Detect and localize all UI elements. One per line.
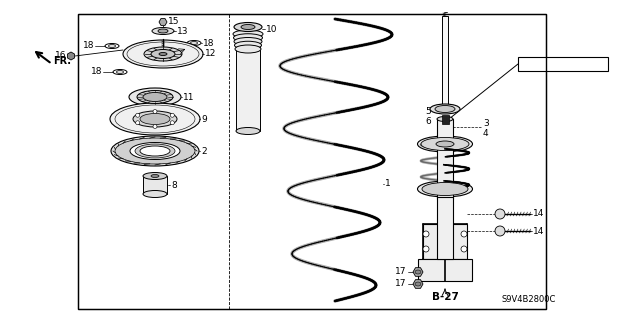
Ellipse shape xyxy=(159,53,167,56)
Ellipse shape xyxy=(137,91,173,103)
Ellipse shape xyxy=(234,38,262,46)
Ellipse shape xyxy=(236,128,260,135)
Text: 17: 17 xyxy=(394,268,406,277)
Ellipse shape xyxy=(105,43,119,48)
Ellipse shape xyxy=(123,40,203,68)
Circle shape xyxy=(495,209,505,219)
Ellipse shape xyxy=(135,144,175,158)
Ellipse shape xyxy=(109,44,115,48)
Circle shape xyxy=(423,246,429,252)
Ellipse shape xyxy=(422,182,468,196)
Text: 18: 18 xyxy=(203,39,214,48)
Text: 16: 16 xyxy=(54,51,66,61)
Circle shape xyxy=(170,121,174,125)
Ellipse shape xyxy=(235,45,261,53)
Text: 4: 4 xyxy=(483,129,488,137)
Text: 10: 10 xyxy=(266,25,278,33)
Bar xyxy=(78,14,546,309)
Ellipse shape xyxy=(437,116,453,122)
Ellipse shape xyxy=(143,190,167,197)
Ellipse shape xyxy=(233,30,263,38)
Ellipse shape xyxy=(234,34,262,42)
Ellipse shape xyxy=(234,23,262,32)
Text: B-27: B-27 xyxy=(431,292,458,302)
Text: 14: 14 xyxy=(533,210,545,219)
Circle shape xyxy=(423,231,429,237)
Text: 6: 6 xyxy=(425,116,431,125)
Ellipse shape xyxy=(151,49,175,58)
Ellipse shape xyxy=(129,88,181,106)
Ellipse shape xyxy=(113,70,127,75)
Text: 5: 5 xyxy=(425,108,431,116)
Text: 12: 12 xyxy=(205,49,216,58)
Text: 2: 2 xyxy=(201,146,207,155)
Bar xyxy=(442,16,448,109)
Ellipse shape xyxy=(140,114,170,124)
Text: S9V4B2800C: S9V4B2800C xyxy=(502,294,556,303)
Text: 11: 11 xyxy=(183,93,195,101)
Bar xyxy=(518,57,608,71)
Bar xyxy=(418,259,472,281)
Circle shape xyxy=(170,113,174,117)
Text: 17: 17 xyxy=(394,279,406,288)
Text: 3: 3 xyxy=(483,120,489,129)
Circle shape xyxy=(136,113,140,117)
Ellipse shape xyxy=(430,104,460,114)
Ellipse shape xyxy=(415,270,421,274)
Bar xyxy=(442,115,449,124)
Ellipse shape xyxy=(111,136,199,166)
Ellipse shape xyxy=(143,173,167,180)
Bar xyxy=(78,14,546,309)
Bar xyxy=(143,176,167,194)
Text: 13: 13 xyxy=(177,26,189,35)
Ellipse shape xyxy=(435,106,455,113)
Circle shape xyxy=(495,226,505,236)
Ellipse shape xyxy=(158,29,168,33)
Bar xyxy=(423,224,467,259)
Text: 14: 14 xyxy=(533,226,545,235)
Ellipse shape xyxy=(130,143,180,160)
Bar xyxy=(437,197,453,259)
Text: 1: 1 xyxy=(385,180,391,189)
Text: 18: 18 xyxy=(90,68,102,77)
Circle shape xyxy=(153,109,157,114)
Circle shape xyxy=(153,124,157,129)
Ellipse shape xyxy=(415,282,421,286)
Ellipse shape xyxy=(140,146,170,156)
Circle shape xyxy=(461,231,467,237)
Circle shape xyxy=(136,121,140,125)
Circle shape xyxy=(461,246,467,252)
Ellipse shape xyxy=(110,103,200,135)
Ellipse shape xyxy=(144,47,182,61)
Ellipse shape xyxy=(152,27,174,34)
Ellipse shape xyxy=(116,70,124,73)
Ellipse shape xyxy=(191,41,198,44)
Ellipse shape xyxy=(417,136,472,152)
Ellipse shape xyxy=(421,137,469,151)
Ellipse shape xyxy=(241,25,255,29)
Ellipse shape xyxy=(151,174,159,177)
Bar xyxy=(236,43,260,131)
Text: 8: 8 xyxy=(171,181,177,189)
Ellipse shape xyxy=(417,181,472,197)
Bar xyxy=(437,119,453,199)
Ellipse shape xyxy=(133,111,177,127)
Text: 15: 15 xyxy=(168,18,179,26)
Ellipse shape xyxy=(234,41,262,49)
Ellipse shape xyxy=(187,41,201,46)
Text: FR.: FR. xyxy=(53,56,71,66)
Ellipse shape xyxy=(115,138,195,164)
Text: 18: 18 xyxy=(83,41,94,50)
Text: 9: 9 xyxy=(201,115,207,123)
Ellipse shape xyxy=(143,93,167,101)
Text: IDENT MARK: IDENT MARK xyxy=(529,59,597,69)
Ellipse shape xyxy=(436,141,454,147)
